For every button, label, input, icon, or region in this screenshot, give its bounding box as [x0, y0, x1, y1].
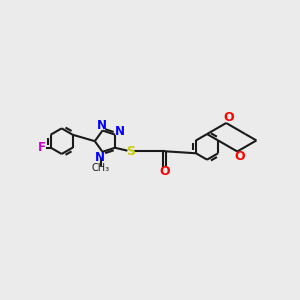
- Text: CH₃: CH₃: [92, 163, 110, 173]
- Text: S: S: [126, 145, 135, 158]
- Text: N: N: [94, 151, 105, 164]
- Text: O: O: [160, 165, 170, 178]
- Text: O: O: [234, 150, 245, 163]
- Text: O: O: [223, 111, 234, 124]
- Text: N: N: [97, 119, 107, 132]
- Text: F: F: [38, 141, 46, 154]
- Text: N: N: [115, 125, 125, 138]
